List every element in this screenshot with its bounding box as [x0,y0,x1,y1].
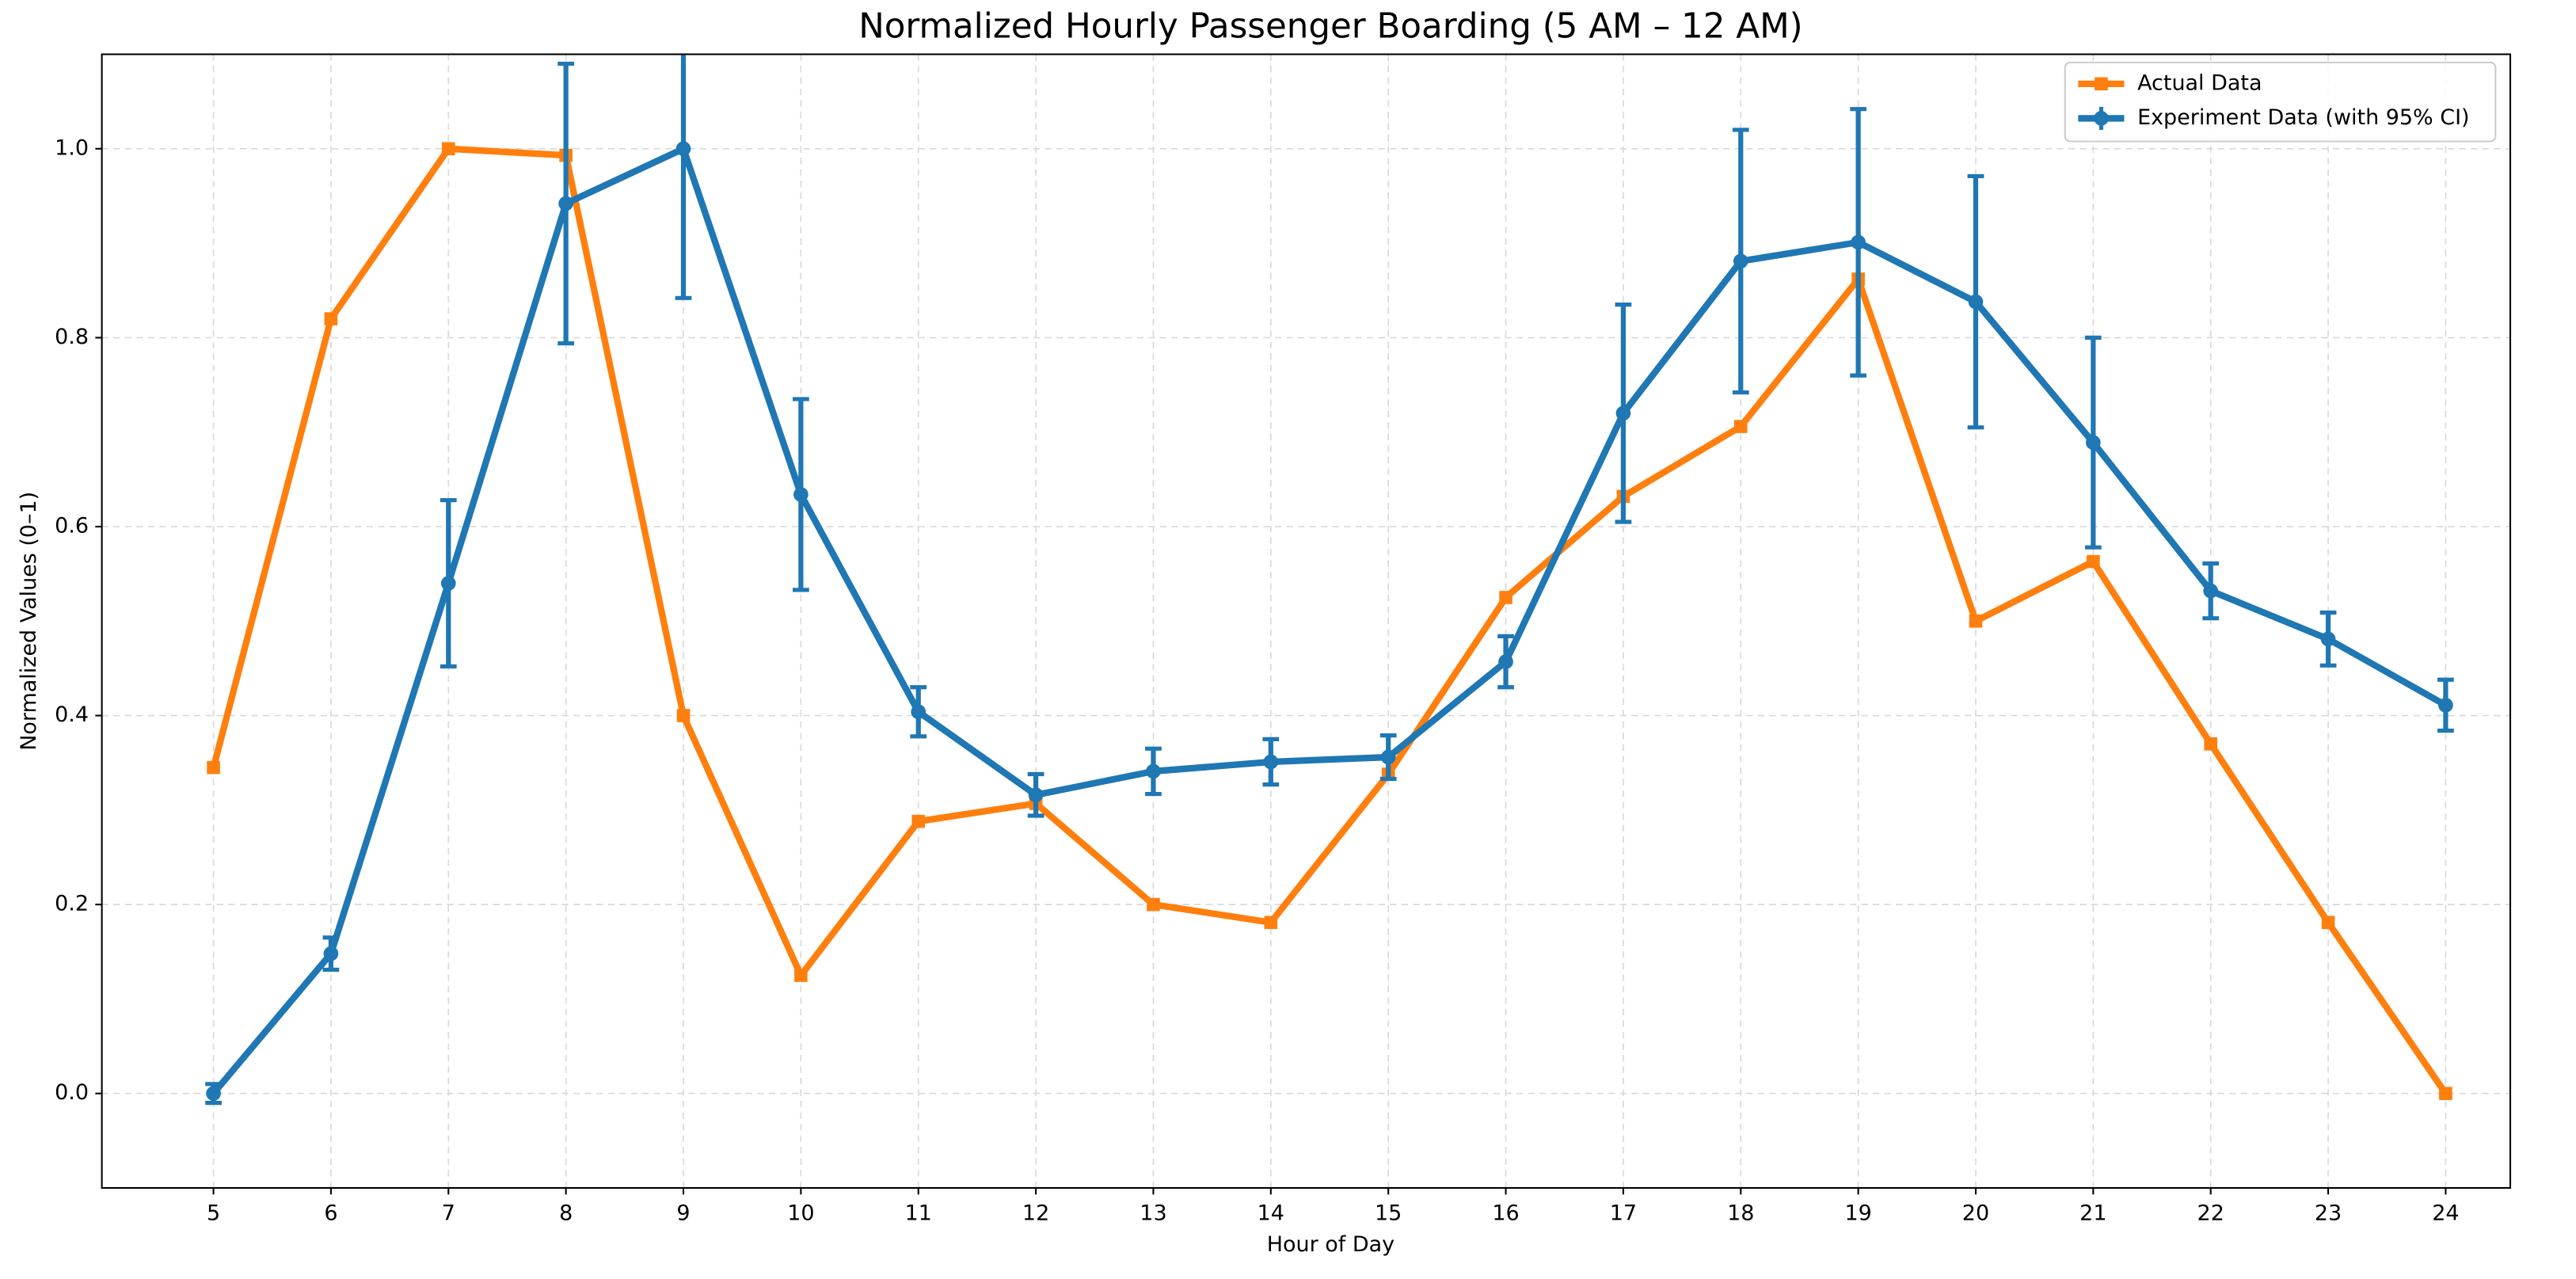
marker [794,969,808,982]
x-tick-label: 16 [1492,1201,1519,1226]
legend: Actual Data Experiment Data (with 95% CI) [2064,61,2497,143]
marker [1969,614,1983,628]
x-tick-label: 9 [676,1201,690,1226]
x-tick-label: 19 [1844,1201,1871,1226]
x-tick-label: 18 [1727,1201,1754,1226]
marker [1968,294,1984,310]
marker [1498,654,1513,669]
marker [911,814,926,828]
marker [2204,737,2217,751]
series-line [211,145,2448,1096]
x-tick-label: 14 [1258,1201,1284,1226]
x-tick-label: 7 [442,1201,455,1226]
x-tick-label: 11 [905,1201,932,1226]
marker [1264,915,1278,930]
marker [207,760,220,775]
x-tick-label: 10 [787,1201,814,1226]
marker [1499,591,1512,604]
marker [2438,698,2453,713]
marker [1146,763,1161,779]
marker [676,709,691,722]
x-tick-label: 21 [2079,1201,2106,1226]
x-tick-label: 6 [324,1201,337,1226]
x-tick-label: 22 [2197,1201,2224,1226]
marker [1028,787,1044,803]
marker [2203,583,2219,599]
x-tick-label: 12 [1022,1201,1049,1226]
x-tick-label: 15 [1375,1201,1402,1226]
y-tick-label: 0.6 [55,513,89,538]
marker [1615,405,1631,421]
marker [2321,915,2335,930]
plot-data [205,54,2454,1106]
y-tick-label: 1.0 [55,135,89,160]
x-axis-label: Hour of Day [1267,1232,1395,1257]
chart-title: Normalized Hourly Passenger Boarding (5 … [858,6,1802,46]
x-tick-label: 24 [2432,1201,2459,1226]
marker [558,196,573,211]
marker [1851,234,1866,250]
x-tick-label: 13 [1140,1201,1166,1226]
marker [2094,111,2109,126]
marker [1263,754,1279,770]
series-line [210,145,2449,1096]
x-tick-label: 17 [1610,1201,1637,1226]
x-tick-label: 5 [207,1201,220,1226]
marker [1147,897,1160,912]
marker [323,946,339,961]
plot-frame [101,53,2512,1190]
marker [206,1086,221,1102]
marker [911,704,927,720]
x-tick-label: 23 [2315,1201,2342,1226]
y-tick-label: 0.2 [55,892,89,916]
marker [2086,435,2101,451]
marker [2095,77,2108,91]
y-tick-label: 0.8 [55,325,89,349]
marker [1733,253,1748,269]
legend-label: Experiment Data (with 95% CI) [2137,105,2470,130]
marker [2320,631,2336,647]
marker [2439,1087,2452,1101]
legend-label: Actual Data [2137,70,2262,95]
marker [1733,420,1748,433]
y-tick-label: 0.0 [55,1080,89,1105]
marker [441,142,455,156]
marker [440,576,456,591]
x-tick-label: 20 [1962,1201,1989,1226]
grid [101,54,2511,1189]
legend-box [2064,61,2497,143]
y-tick-label: 0.4 [55,702,89,727]
marker [793,487,809,502]
marker [1380,749,1396,765]
marker [2087,554,2100,569]
marker [675,141,691,157]
marker [324,312,338,325]
y-axis-label: Normalized Values (0–1) [17,492,41,751]
x-tick-label: 8 [559,1201,573,1226]
